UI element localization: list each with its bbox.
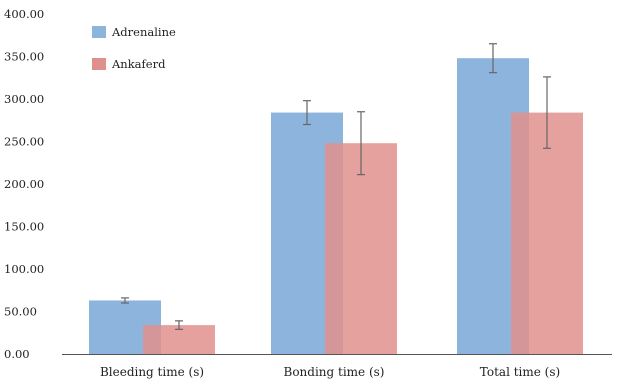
y-tick-label: 150.00 bbox=[4, 220, 44, 234]
error-bar-ankaferd-2 bbox=[357, 111, 365, 176]
y-tick-label: 200.00 bbox=[4, 177, 44, 191]
error-bar-adrenaline-3 bbox=[489, 43, 497, 74]
legend-label-ankaferd: Ankaferd bbox=[111, 57, 166, 71]
legend-label-adrenaline: Adrenaline bbox=[111, 25, 176, 39]
y-tick-label: 300.00 bbox=[4, 92, 44, 106]
y-tick-label: 250.00 bbox=[4, 135, 44, 149]
x-axis-labels: Bleeding time (s) Bonding time (s) Total t… bbox=[100, 365, 560, 379]
y-tick-label: 100.00 bbox=[4, 262, 44, 276]
legend-swatch-adrenaline bbox=[92, 26, 106, 38]
legend-swatch-ankaferd bbox=[92, 58, 106, 70]
y-tick-label: 350.00 bbox=[4, 50, 44, 64]
y-tick-label: 400.00 bbox=[4, 7, 44, 21]
bar-ankaferd-3 bbox=[511, 112, 583, 354]
error-bar-adrenaline-2 bbox=[303, 100, 311, 126]
x-category-label: Bonding time (s) bbox=[284, 365, 385, 379]
error-bar-adrenaline-1 bbox=[121, 297, 129, 304]
error-bar-ankaferd-1 bbox=[175, 320, 183, 330]
legend: Adrenaline Ankaferd bbox=[92, 25, 176, 71]
x-category-label: Bleeding time (s) bbox=[100, 365, 204, 379]
y-axis-ticks: 0.00 50.00 100.00 150.00 200.00 250.00 300.00 3… bbox=[4, 7, 44, 361]
bar-ankaferd-2 bbox=[325, 143, 397, 354]
x-category-label: Total time (s) bbox=[480, 365, 560, 379]
error-bar-ankaferd-3 bbox=[543, 76, 551, 149]
y-tick-label: 50.00 bbox=[4, 305, 37, 319]
y-tick-label: 0.00 bbox=[4, 347, 30, 361]
error-bars bbox=[121, 43, 551, 330]
bars bbox=[89, 58, 583, 354]
